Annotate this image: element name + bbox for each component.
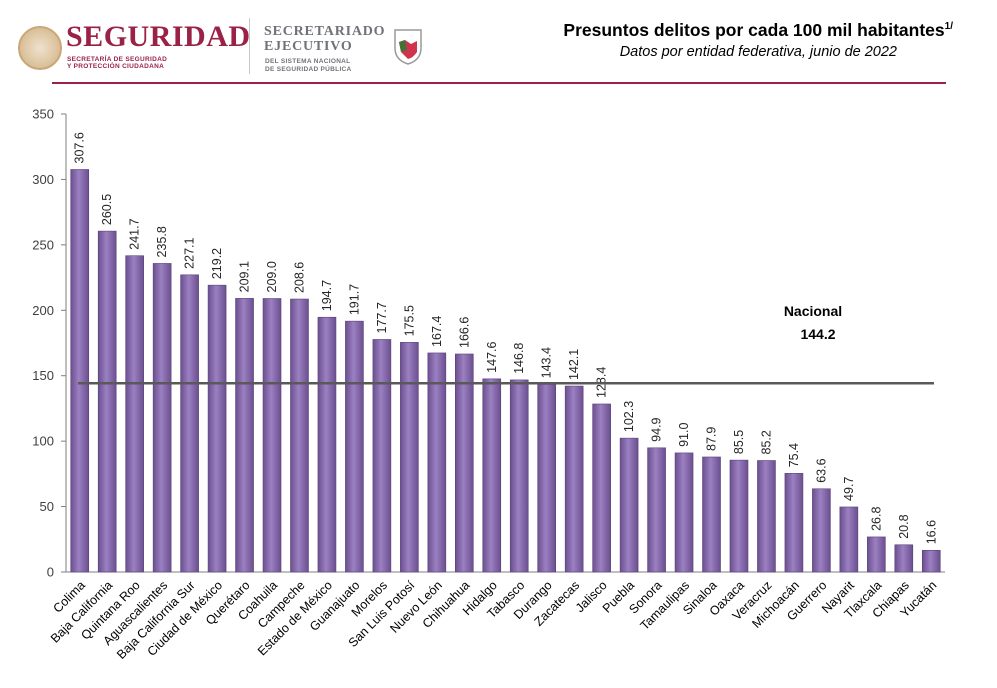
bar-value-label: 49.7: [842, 477, 856, 501]
y-tick-label: 100: [32, 434, 54, 449]
bar: [839, 506, 859, 573]
header: SEGURIDAD SECRETARÍA DE SEGURIDAD Y PROT…: [0, 0, 997, 86]
bar-value-label: 102.3: [622, 401, 636, 432]
bar: [757, 460, 776, 573]
y-tick-label: 200: [32, 303, 54, 318]
bar: [867, 536, 886, 573]
title-footnote-marker: 1/: [944, 21, 953, 33]
national-reference-label: Nacional: [784, 303, 842, 319]
bar-value-label: 219.2: [210, 248, 224, 279]
bar-value-label: 16.6: [924, 520, 938, 544]
y-tick-label: 250: [32, 237, 54, 252]
value-labels: 307.6 260.5 241.7 235.8 227.1 219.2 209.1 209.0…: [73, 132, 939, 544]
national-reference-value: 144.2: [800, 326, 835, 342]
bar: [345, 320, 364, 573]
bar: [400, 342, 419, 573]
secretariado-title-1: SECRETARIADO: [264, 24, 386, 39]
bar: [482, 378, 502, 573]
bar-value-label: 75.4: [787, 443, 801, 467]
bar: [784, 473, 804, 573]
bar-value-label: 191.7: [347, 284, 361, 315]
bar: [619, 437, 639, 573]
y-tick-label: 350: [32, 107, 54, 122]
bar: [97, 230, 117, 573]
bar-value-label: 307.6: [73, 132, 87, 163]
bar: [812, 488, 831, 573]
bar-value-label: 85.2: [759, 430, 773, 454]
brand-subtitle-2: Y PROTECCIÓN CIUDADANA: [67, 63, 165, 70]
bar-value-label: 227.1: [183, 237, 197, 268]
bar-value-label: 91.0: [677, 423, 691, 447]
bar: [290, 298, 309, 573]
secretariado-subtitle-2: DE SEGURIDAD PÚBLICA: [265, 66, 352, 73]
bar: [317, 316, 337, 573]
chart-subtitle: Datos por entidad federativa, junio de 2…: [619, 44, 897, 60]
bar-value-label: 143.4: [540, 347, 554, 378]
bar: [729, 459, 749, 573]
logo-divider: [249, 18, 250, 74]
bar-value-label: 20.8: [897, 514, 911, 538]
bar-value-label: 209.0: [265, 261, 279, 292]
brand-subtitle-1: SECRETARÍA DE SEGURIDAD: [67, 56, 168, 63]
bar: [592, 403, 611, 573]
bar: [180, 274, 199, 573]
bar-value-label: 177.7: [375, 302, 389, 333]
y-tick-label: 150: [32, 368, 54, 383]
bar: [70, 169, 90, 573]
bar-value-label: 167.4: [430, 316, 444, 347]
bar-chart: 0 50 100 150 200 250 300 350 307.6 260.5 241.7 235…: [32, 107, 945, 662]
bar-value-label: 94.9: [650, 417, 664, 441]
national-reference: Nacional 144.2: [78, 303, 934, 385]
bar: [427, 352, 447, 573]
bar: [894, 544, 914, 573]
bar: [647, 447, 666, 573]
bar: [207, 284, 227, 573]
bar-value-label: 142.1: [567, 349, 581, 380]
bar: [235, 298, 254, 573]
bar-value-label: 260.5: [100, 194, 114, 225]
national-seal-icon: [18, 26, 62, 70]
bar-value-label: 26.8: [869, 507, 883, 531]
bar-value-label: 235.8: [155, 226, 169, 257]
bar: [537, 384, 557, 573]
bar: [564, 385, 584, 573]
bar-value-label: 63.6: [814, 458, 828, 482]
bar: [372, 339, 392, 573]
header-rule: [52, 82, 946, 84]
shield-emblem-icon: [394, 29, 422, 65]
bar-series: [70, 169, 941, 573]
bar-value-label: 194.7: [320, 280, 334, 311]
secretariado-title-2: EJECUTIVO: [264, 39, 353, 54]
bar: [262, 298, 282, 573]
bar-value-label: 175.5: [402, 305, 416, 336]
brand-logo-text: SEGURIDAD: [66, 20, 251, 53]
chart-title-text: Presuntos delitos por cada 100 mil habit…: [563, 20, 945, 40]
chart-title: Presuntos delitos por cada 100 mil habit…: [563, 20, 953, 41]
bar-value-label: 87.9: [705, 427, 719, 451]
y-tick-label: 0: [47, 565, 54, 580]
bar: [125, 255, 144, 573]
bar-value-label: 85.5: [732, 430, 746, 454]
secretariado-subtitle-1: DEL SISTEMA NACIONAL: [265, 58, 351, 65]
y-tick-label: 300: [32, 172, 54, 187]
bar: [702, 456, 721, 573]
bar-value-label: 147.6: [485, 342, 499, 373]
bar-value-label: 209.1: [238, 261, 252, 292]
bar-value-label: 241.7: [128, 218, 142, 249]
y-tick-label: 50: [40, 499, 54, 514]
bar: [674, 452, 694, 573]
bar: [921, 549, 941, 573]
bar-value-label: 146.8: [512, 343, 526, 374]
bar: [509, 379, 529, 573]
bar-value-label: 208.6: [292, 262, 306, 293]
bar: [454, 353, 474, 573]
bar-value-label: 166.6: [457, 317, 471, 348]
bar: [152, 263, 172, 573]
